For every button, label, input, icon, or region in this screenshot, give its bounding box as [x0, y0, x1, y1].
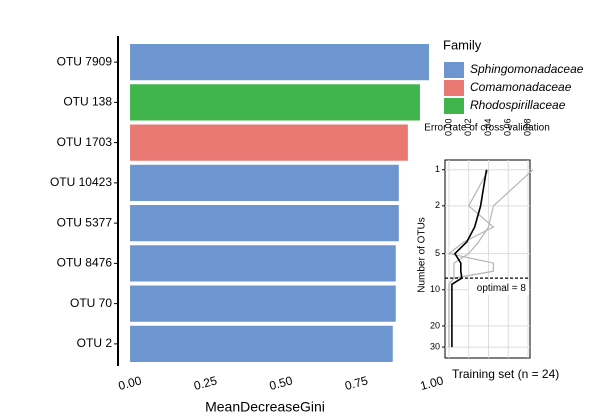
- x-tick-label: 0.08: [522, 118, 532, 136]
- y-tick-label: OTU 8476: [57, 256, 113, 270]
- y-tick-label: OTU 2: [77, 336, 113, 350]
- legend-swatch: [444, 62, 464, 78]
- y-tick-label: OTU 1703: [57, 135, 113, 149]
- y-tick-label: 1: [435, 164, 440, 174]
- x-tick-label: 0.75: [343, 373, 369, 393]
- legend-label: Comamonadaceae: [470, 80, 572, 94]
- y-tick-label: 20: [430, 320, 440, 330]
- y-tick-label: OTU 7909: [57, 54, 113, 68]
- bar: [130, 285, 396, 322]
- y-tick-label: 30: [430, 341, 440, 351]
- y-tick-label: OTU 5377: [57, 215, 113, 229]
- x-tick-label: 0.00: [443, 118, 453, 136]
- x-axis-label: MeanDecreaseGini: [205, 399, 325, 415]
- x-tick-label: 0.00: [117, 373, 143, 393]
- optimal-label-bg: [469, 281, 529, 296]
- legend-swatch: [444, 80, 464, 96]
- bar: [130, 245, 396, 282]
- error-line: [451, 169, 488, 348]
- y-tick-label: 10: [430, 284, 440, 294]
- error-line: [447, 169, 495, 348]
- x-tick-label: 0.50: [268, 373, 294, 393]
- x-tick-label: 0.06: [503, 118, 513, 136]
- optimal-label: optimal = 8: [477, 283, 527, 294]
- y-tick-label: OTU 70: [70, 296, 112, 310]
- y-tick-label: OTU 138: [63, 95, 112, 109]
- bar: [130, 124, 408, 161]
- y-tick-label: OTU 10423: [50, 175, 112, 189]
- x-tick-label: 1.00: [419, 373, 445, 393]
- inset-y-label: Number of OTUs: [417, 217, 428, 293]
- legend-swatch: [444, 98, 464, 114]
- bar: [130, 205, 399, 242]
- inset-x-label: Training set (n = 24): [452, 367, 559, 381]
- legend-title: Family: [443, 37, 482, 52]
- x-tick-label: 0.25: [192, 373, 218, 393]
- x-tick-label: 0.02: [463, 118, 473, 136]
- bar: [130, 84, 420, 121]
- y-tick-label: 2: [435, 200, 440, 210]
- bar: [130, 44, 429, 81]
- legend-label: Sphingomonadaceae: [470, 62, 584, 76]
- bar: [130, 325, 393, 362]
- y-tick-label: 5: [435, 248, 440, 258]
- legend-label: Rhodospirillaceae: [470, 98, 566, 112]
- inset-title: Error rate of cross-validation: [424, 123, 550, 134]
- bar: [130, 164, 399, 201]
- x-tick-label: 0.04: [483, 118, 493, 136]
